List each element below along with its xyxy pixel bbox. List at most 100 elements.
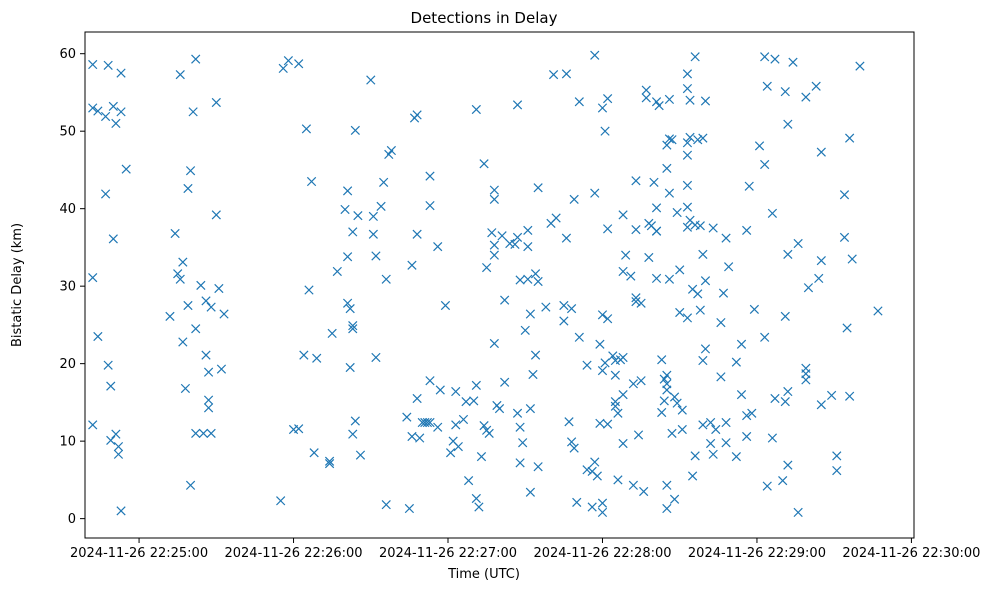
data-point [610, 396, 620, 407]
data-point [433, 242, 443, 252]
data-point [304, 285, 314, 295]
data-point [736, 339, 747, 349]
data-point [641, 85, 651, 95]
data-point [433, 422, 443, 432]
data-point [350, 125, 360, 136]
data-point [523, 225, 533, 235]
data-point [826, 390, 837, 401]
data-point [793, 238, 803, 249]
data-point [327, 328, 337, 339]
data-point [783, 386, 793, 397]
data-point [525, 487, 536, 497]
data-point [178, 257, 188, 267]
data-point [618, 266, 628, 277]
data-point [780, 396, 790, 407]
data-point [760, 159, 770, 170]
data-point [103, 360, 113, 370]
data-point [742, 431, 752, 442]
data-point [762, 81, 772, 91]
data-point [422, 417, 433, 428]
data-point [198, 428, 209, 439]
data-point [206, 428, 216, 439]
data-point [788, 57, 798, 67]
data-point [816, 400, 826, 410]
data-point [461, 396, 471, 407]
data-point [644, 252, 654, 263]
data-point [618, 390, 628, 400]
data-point [618, 210, 628, 220]
data-point [515, 275, 525, 285]
data-point [559, 300, 569, 311]
data-point [651, 226, 662, 236]
data-point [371, 251, 381, 261]
data-point [754, 141, 765, 151]
plot-area [84, 31, 915, 539]
data-point [500, 295, 510, 305]
data-point [368, 229, 378, 239]
data-point [108, 234, 118, 244]
data-point [348, 324, 358, 334]
data-point [512, 100, 523, 110]
data-point [211, 210, 221, 220]
y-tick-label: 0 [68, 512, 76, 527]
data-point [523, 242, 533, 252]
data-point [842, 323, 852, 333]
data-point [458, 414, 469, 425]
data-point [463, 476, 474, 486]
data-point [188, 107, 198, 117]
data-point [603, 94, 613, 104]
data-point [294, 424, 304, 434]
data-point [451, 420, 461, 430]
data-point [698, 133, 708, 143]
data-point [783, 460, 793, 470]
data-point [381, 274, 391, 284]
data-point [348, 429, 358, 439]
data-point [88, 59, 98, 70]
data-point [106, 381, 116, 391]
data-point [283, 56, 294, 66]
data-point [682, 313, 693, 323]
data-point [494, 403, 505, 414]
data-point [749, 304, 760, 315]
data-point [203, 403, 214, 413]
data-point [770, 54, 780, 64]
data-point [847, 254, 857, 264]
data-point [384, 149, 394, 160]
data-point [353, 211, 363, 221]
data-point [682, 83, 693, 94]
data-point [631, 297, 641, 307]
data-point [572, 497, 582, 507]
data-point [512, 408, 523, 418]
data-point [690, 52, 700, 62]
data-point [855, 61, 865, 71]
data-point [512, 232, 523, 242]
data-point [700, 276, 711, 286]
data-point [657, 407, 667, 418]
data-point [489, 185, 499, 195]
data-point [742, 410, 752, 421]
x-tick-label: 2024-11-26 22:26:00 [224, 546, 362, 561]
data-point [175, 274, 185, 284]
data-point [628, 480, 639, 490]
data-point [566, 304, 577, 314]
data-point [355, 450, 366, 460]
data-point [654, 100, 664, 111]
data-point [590, 457, 600, 467]
x-tick-label: 2024-11-26 22:29:00 [688, 546, 826, 561]
data-point [564, 417, 574, 427]
data-point [711, 424, 721, 435]
x-tick-label: 2024-11-26 22:27:00 [379, 546, 517, 561]
data-point [569, 194, 579, 204]
data-point [597, 103, 608, 113]
data-point [597, 507, 608, 518]
data-point [201, 296, 211, 306]
data-point [664, 274, 675, 284]
data-point [631, 224, 641, 235]
data-point [386, 145, 396, 156]
data-point [613, 408, 623, 418]
data-point [476, 452, 487, 462]
data-point [379, 177, 389, 187]
data-point [721, 417, 731, 428]
data-point [203, 395, 214, 405]
data-point [590, 188, 600, 198]
